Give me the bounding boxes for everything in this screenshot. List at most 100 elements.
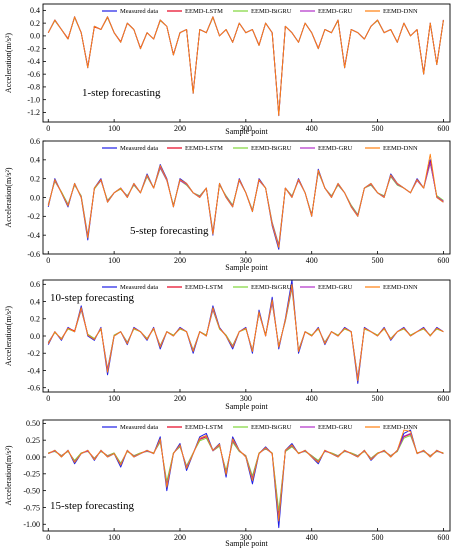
series-line-eemd-gru xyxy=(47,16,444,116)
y-tick-label: -1.0 xyxy=(27,95,40,104)
x-tick-label: 100 xyxy=(108,256,120,265)
x-axis-label: Sample point xyxy=(225,263,268,272)
series-line-eemd-gru xyxy=(47,162,444,246)
y-tick-label: 0.0 xyxy=(30,332,40,341)
y-tick-label: 0.4 xyxy=(30,156,40,165)
y-tick-label: -0.4 xyxy=(27,57,40,66)
y-tick-label: 0.2 xyxy=(30,315,40,324)
series-line-eemd-dnn xyxy=(47,283,444,382)
y-axis-label: Acceleration(m/s²) xyxy=(4,33,13,93)
series-line-measured-data xyxy=(47,16,444,117)
x-tick-label: 500 xyxy=(372,124,384,133)
y-tick-label: -0.6 xyxy=(27,250,40,259)
legend-label: EEMD-DNN xyxy=(383,145,418,152)
y-tick-label: -0.4 xyxy=(27,231,40,240)
y-tick-label: 0.6 xyxy=(30,137,40,146)
forecast-annotation: 15-step forecasting xyxy=(50,500,134,512)
y-tick-label: -0.75 xyxy=(23,503,40,512)
legend-label: Measured data xyxy=(120,8,158,15)
series-line-eemd-lstm xyxy=(47,161,444,247)
x-tick-label: 200 xyxy=(174,394,186,403)
x-tick-label: 500 xyxy=(372,394,384,403)
y-tick-label: -0.4 xyxy=(27,366,40,375)
legend-label: EEMD-DNN xyxy=(383,8,418,15)
legend-label: EEMD-LSTM xyxy=(185,145,223,152)
y-tick-label: 0.2 xyxy=(30,174,40,183)
x-tick-label: 300 xyxy=(240,394,252,403)
y-tick-label: 0.0 xyxy=(30,193,40,202)
y-tick-label: 0.4 xyxy=(30,297,40,306)
legend-label: Measured data xyxy=(120,145,158,152)
legend-label: Measured data xyxy=(120,284,158,291)
x-tick-label: 600 xyxy=(437,394,449,403)
x-tick-label: 400 xyxy=(306,533,318,542)
legend-label: EEMD-GRU xyxy=(318,424,353,431)
x-tick-label: 0 xyxy=(46,394,50,403)
plot-frame xyxy=(42,140,451,255)
plot-frame xyxy=(42,3,451,123)
y-tick-label: 0.4 xyxy=(30,6,40,15)
y-tick-label: 0.2 xyxy=(30,19,40,28)
y-tick-label: -0.50 xyxy=(23,486,40,495)
x-tick-label: 0 xyxy=(46,124,50,133)
x-tick-label: 600 xyxy=(437,533,449,542)
y-tick-label: -0.2 xyxy=(27,212,40,221)
series-line-measured-data xyxy=(47,159,444,250)
y-tick-label: -1.00 xyxy=(23,520,40,529)
x-axis-label: Sample point xyxy=(225,402,268,411)
x-tick-label: 200 xyxy=(174,533,186,542)
y-axis-label: Acceleration(m/s²) xyxy=(4,445,13,505)
y-axis-label: Acceleration(m/s²) xyxy=(4,167,13,227)
x-tick-label: 500 xyxy=(372,533,384,542)
y-tick-label: -0.2 xyxy=(27,44,40,53)
x-tick-label: 100 xyxy=(108,533,120,542)
legend-label: EEMD-DNN xyxy=(383,284,418,291)
y-tick-label: -1.2 xyxy=(27,108,40,117)
x-axis-label: Sample point xyxy=(225,127,268,136)
x-tick-label: 400 xyxy=(306,256,318,265)
y-tick-label: -0.25 xyxy=(23,470,40,479)
chart-panel-4: 0 100 200 300 400 500 600 -1.00 -0.75 -0.50 -0.25 0… xyxy=(4,419,451,548)
series-line-eemd-bigru xyxy=(47,163,444,246)
legend-label: EEMD-BiGRU xyxy=(251,145,292,152)
forecast-annotation: 5-step forecasting xyxy=(130,225,209,237)
x-tick-label: 300 xyxy=(240,124,252,133)
series-line-eemd-dnn xyxy=(47,16,444,117)
x-tick-label: 100 xyxy=(108,124,120,133)
chart-panel-1: 0 100 200 300 400 500 600 -1.2 -1.0 -0.8 -0.6 -0.4 -… xyxy=(4,3,451,136)
y-tick-label: 0.25 xyxy=(26,436,40,445)
x-axis-label: Sample point xyxy=(225,539,268,548)
x-tick-label: 0 xyxy=(46,533,50,542)
x-tick-label: 400 xyxy=(306,394,318,403)
forecast-annotation: 10-step forecasting xyxy=(50,292,134,304)
x-tick-label: 600 xyxy=(437,256,449,265)
chart-panel-3: 0 100 200 300 400 500 600 -0.6 -0.4 -0.2 0.0 0.2 0.4… xyxy=(4,279,451,411)
series-group xyxy=(47,280,444,384)
series-line-eemd-dnn xyxy=(47,153,444,248)
x-tick-label: 200 xyxy=(174,256,186,265)
x-tick-label: 0 xyxy=(46,256,50,265)
x-tick-label: 100 xyxy=(108,394,120,403)
series-group xyxy=(47,16,444,117)
x-tick-label: 500 xyxy=(372,256,384,265)
legend-label: EEMD-LSTM xyxy=(185,284,223,291)
y-tick-label: 0.50 xyxy=(26,419,40,428)
y-tick-label: 0.0 xyxy=(30,32,40,41)
x-tick-label: 300 xyxy=(240,256,252,265)
legend-label: EEMD-GRU xyxy=(318,145,353,152)
y-tick-label: -0.2 xyxy=(27,349,40,358)
legend-label: EEMD-BiGRU xyxy=(251,8,292,15)
series-line-eemd-dnn xyxy=(48,429,444,522)
x-tick-label: 400 xyxy=(306,124,318,133)
legend-label: Measured data xyxy=(120,424,158,431)
legend-label: EEMD-DNN xyxy=(383,424,418,431)
chart-panel-2: 0 100 200 300 400 500 600 -0.6 -0.4 -0.2 0.0 0.2 0.4… xyxy=(4,137,451,272)
y-tick-label: -0.8 xyxy=(27,83,40,92)
plot-frame xyxy=(42,419,451,532)
series-group xyxy=(48,429,444,529)
y-tick-label: 0.00 xyxy=(26,453,40,462)
series-group xyxy=(47,153,444,250)
series-line-measured-data xyxy=(48,429,444,529)
